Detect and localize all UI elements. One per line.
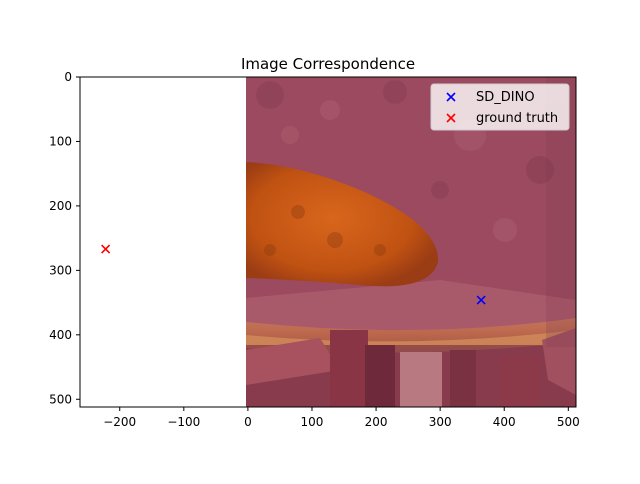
background-image [246,77,576,407]
y-tick-label: 300 [49,263,72,277]
data-points [101,244,486,305]
legend-marker-sd-dino [446,92,456,102]
sd-dino-point [476,295,486,305]
x-tick-label: 400 [493,415,516,429]
x-tick-label: 200 [365,415,388,429]
y-tick-label: 100 [49,134,72,148]
x-tick-label: 300 [429,415,452,429]
legend-label: SD_DINO [476,90,535,105]
ground-truth-point [101,244,111,254]
x-tick-label: 500 [557,415,580,429]
x-tick-label: 0 [244,415,252,429]
y-tick-label: 500 [49,392,72,406]
x-tick-label: 100 [301,415,324,429]
y-tick-label: 400 [49,328,72,342]
chart-title: Image Correspondence [241,55,415,73]
y-tick-label: 0 [64,70,72,84]
x-tick-label: −200 [103,415,136,429]
y-tick-label: 200 [49,199,72,213]
y-axis-ticks: 0 100 200 300 400 500 [49,70,80,406]
legend-box [430,83,570,131]
x-tick-label: −100 [167,415,200,429]
axes-frame [79,76,577,408]
x-axis-ticks: −200 −100 0 100 200 300 400 500 [103,407,580,429]
legend-marker-ground-truth [446,113,456,123]
legend-label: ground truth [476,111,558,126]
